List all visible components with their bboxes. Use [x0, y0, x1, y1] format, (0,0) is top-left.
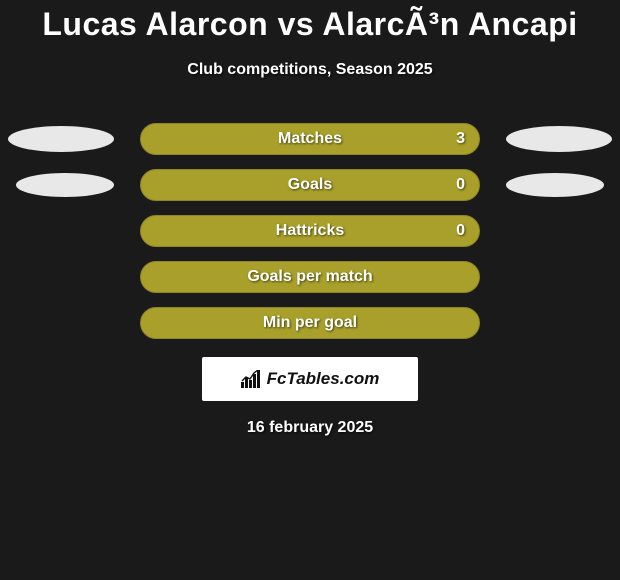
- player1-marker: [8, 126, 114, 152]
- stats-section: Matches 3 Goals 0 Hattricks 0 Goals per …: [0, 123, 620, 339]
- spacer: [506, 264, 612, 290]
- spacer: [8, 218, 114, 244]
- spacer: [506, 310, 612, 336]
- subtitle: Club competitions, Season 2025: [0, 61, 620, 79]
- player2-marker: [506, 173, 604, 197]
- player1-marker: [16, 173, 114, 197]
- stat-row: Goals per match: [0, 261, 620, 293]
- stat-bar-hattricks: Hattricks 0: [140, 215, 480, 247]
- stat-value: 3: [456, 130, 465, 148]
- stat-label: Goals per match: [247, 268, 372, 286]
- stat-label: Goals: [288, 176, 332, 194]
- brand-text: FcTables.com: [267, 369, 380, 389]
- stat-bar-goals-per-match: Goals per match: [140, 261, 480, 293]
- spacer: [8, 264, 114, 290]
- page-title: Lucas Alarcon vs AlarcÃ³n Ancapi: [0, 0, 620, 43]
- brand-chart-icon: [241, 370, 263, 388]
- spacer: [8, 310, 114, 336]
- stat-row: Min per goal: [0, 307, 620, 339]
- brand-badge: FcTables.com: [202, 357, 418, 401]
- stat-label: Min per goal: [263, 314, 357, 332]
- stat-label: Matches: [278, 130, 342, 148]
- stat-bar-goals: Goals 0: [140, 169, 480, 201]
- stat-row: Matches 3: [0, 123, 620, 155]
- date-text: 16 february 2025: [0, 419, 620, 437]
- stat-label: Hattricks: [276, 222, 344, 240]
- stat-bar-matches: Matches 3: [140, 123, 480, 155]
- stat-bar-min-per-goal: Min per goal: [140, 307, 480, 339]
- stat-value: 0: [456, 222, 465, 240]
- stat-row: Hattricks 0: [0, 215, 620, 247]
- stat-row: Goals 0: [0, 169, 620, 201]
- player2-marker: [506, 126, 612, 152]
- stat-value: 0: [456, 176, 465, 194]
- spacer: [506, 218, 612, 244]
